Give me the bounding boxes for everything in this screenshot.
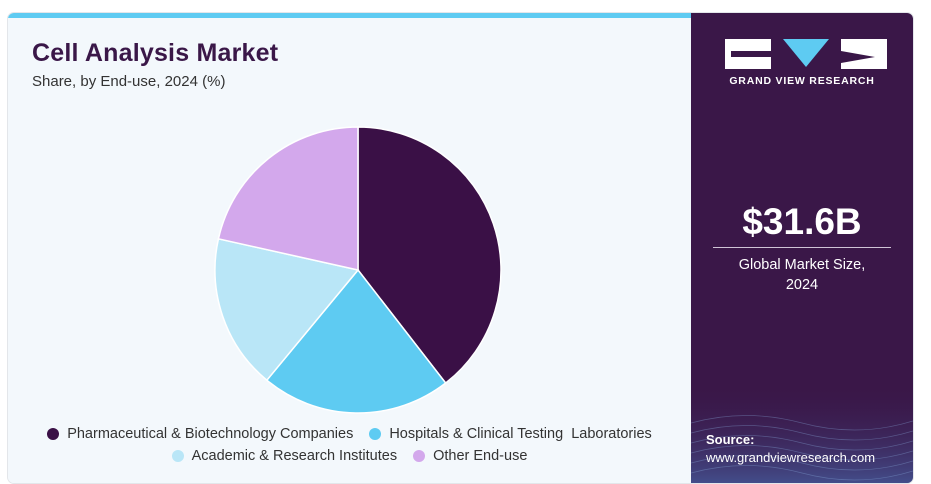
- accent-bar: [8, 13, 691, 18]
- legend-row-1: Pharmaceutical & Biotechnology Companies…: [8, 426, 691, 442]
- legend-label-other: Other End-use: [433, 448, 528, 464]
- chart-title: Cell Analysis Market: [32, 39, 279, 67]
- legend-item-academic: Academic & Research Institutes: [171, 448, 398, 464]
- legend-row-2: Academic & Research Institutes Other End…: [8, 448, 691, 464]
- market-size-value: $31.6B: [742, 201, 862, 242]
- legend-swatch-hospitals: [369, 428, 382, 440]
- legend-label-academic: Academic & Research Institutes: [191, 448, 398, 464]
- pie-slice-other: [217, 126, 359, 271]
- chart-card: Cell Analysis Market Share, by End-use, …: [8, 13, 913, 483]
- chart-panel: Cell Analysis Market Share, by End-use, …: [8, 13, 691, 483]
- market-size-caption-line1: Global Market Size,: [738, 257, 866, 273]
- source-label: Source:: [706, 432, 755, 447]
- pie-slice-academic: [214, 237, 360, 382]
- pie-slice-hospitals: [265, 268, 447, 414]
- legend-swatch-academic: [171, 450, 184, 462]
- market-size-caption-line2: 2024: [785, 277, 819, 293]
- legend-swatch-pharma: [47, 428, 60, 440]
- chart-subtitle: Share, by End-use, 2024 (%): [32, 73, 226, 90]
- legend-swatch-other: [413, 450, 426, 462]
- market-size-caption: Global Market Size, 2024: [691, 255, 913, 295]
- wave-graphic: [691, 383, 913, 483]
- pie-chart: [214, 126, 502, 414]
- info-sidebar: GRAND VIEW RESEARCH $31.6B Global Market…: [691, 13, 913, 483]
- legend-label-pharma: Pharmaceutical & Biotechnology Companies: [67, 426, 354, 442]
- legend-label-hospitals: Hospitals & Clinical Testing Laboratorie…: [389, 426, 652, 442]
- legend-item-pharma: Pharmaceutical & Biotechnology Companies: [47, 426, 353, 442]
- grand-view-research-logo: [725, 39, 887, 69]
- divider: [713, 247, 891, 248]
- source-url[interactable]: www.grandviewresearch.com: [706, 450, 876, 465]
- pie-slice-pharma: [357, 126, 502, 385]
- legend-item-other: Other End-use: [413, 448, 527, 464]
- legend-item-hospitals: Hospitals & Clinical Testing Laboratorie…: [369, 426, 652, 442]
- brand-name: GRAND VIEW RESEARCH: [729, 75, 875, 87]
